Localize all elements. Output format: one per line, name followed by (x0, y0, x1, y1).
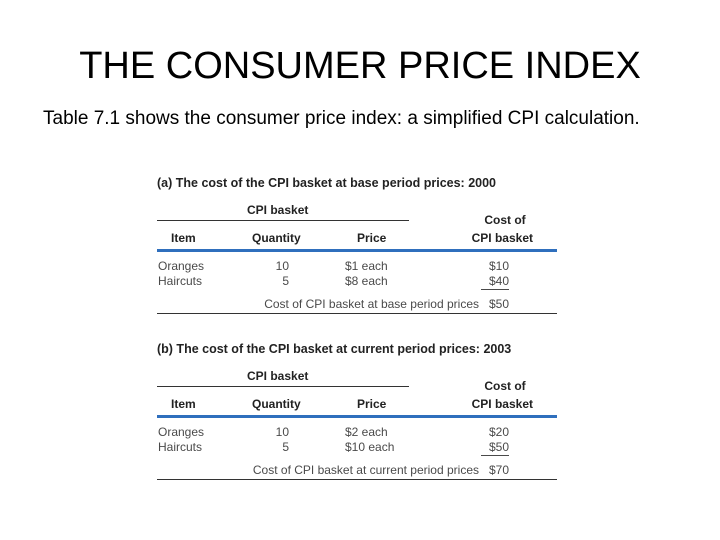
header-rule (157, 415, 557, 418)
total-value: $50 (488, 297, 509, 311)
table-row: Haircuts 5 $10 each $50 (157, 440, 557, 455)
sum-underline (481, 289, 509, 290)
group-header-rule (157, 220, 409, 221)
cell-cost: $20 (488, 425, 509, 439)
cell-price: $10 each (345, 440, 395, 454)
cell-item: Oranges (158, 259, 205, 273)
cell-item: Haircuts (158, 440, 203, 454)
header-rule (157, 249, 557, 252)
cell-cost: $10 (488, 259, 509, 273)
cell-cost: $50 (488, 440, 509, 454)
column-header-price: Price (357, 397, 387, 411)
slide-body-text: Table 7.1 shows the consumer price index… (43, 108, 640, 129)
column-header-cost: CPI basket (471, 231, 533, 245)
group-header: CPI basket (247, 369, 309, 383)
cell-item: Oranges (158, 425, 205, 439)
column-header-item: Item (171, 397, 196, 411)
group-header: CPI basket (247, 203, 309, 217)
bottom-rule (157, 479, 557, 480)
cell-price: $1 each (345, 259, 388, 273)
total-row: Cost of CPI basket at current period pri… (157, 463, 557, 478)
table-title: (b) The cost of the CPI basket at curren… (157, 342, 512, 356)
column-header-price: Price (357, 231, 387, 245)
table-row: Oranges 10 $2 each $20 (157, 425, 557, 440)
slide-title: THE CONSUMER PRICE INDEX (79, 45, 641, 87)
column-header-cost: CPI basket (471, 397, 533, 411)
cell-quantity: 5 (282, 274, 289, 288)
total-label: Cost of CPI basket at base period prices (264, 297, 479, 311)
cell-quantity: 10 (275, 259, 289, 273)
total-label: Cost of CPI basket at current period pri… (252, 463, 479, 477)
cost-header-line1: Cost of (484, 213, 526, 227)
cell-price: $2 each (345, 425, 388, 439)
sum-underline (481, 455, 509, 456)
column-header-quantity: Quantity (252, 397, 301, 411)
total-value: $70 (488, 463, 509, 477)
table-row: Haircuts 5 $8 each $40 (157, 274, 557, 289)
cell-price: $8 each (345, 274, 388, 288)
table-row: Oranges 10 $1 each $10 (157, 259, 557, 274)
column-header-quantity: Quantity (252, 231, 301, 245)
total-row: Cost of CPI basket at base period prices… (157, 297, 557, 312)
bottom-rule (157, 313, 557, 314)
column-header-item: Item (171, 231, 196, 245)
table-title: (a) The cost of the CPI basket at base p… (157, 176, 496, 190)
cell-quantity: 5 (282, 440, 289, 454)
cell-quantity: 10 (275, 425, 289, 439)
cell-item: Haircuts (158, 274, 203, 288)
cost-header-line1: Cost of (484, 379, 526, 393)
group-header-rule (157, 386, 409, 387)
cell-cost: $40 (488, 274, 509, 288)
